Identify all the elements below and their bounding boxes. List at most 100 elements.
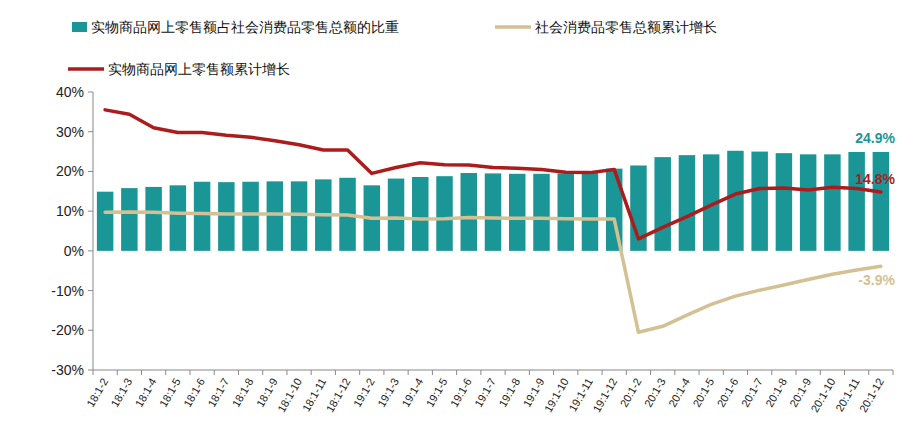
y-tick bbox=[88, 330, 93, 331]
legend-swatch bbox=[68, 67, 104, 71]
x-tick-divider bbox=[214, 370, 215, 375]
x-tick-label: 18:1-3 bbox=[108, 376, 134, 409]
y-tick-label: -30% bbox=[51, 362, 84, 378]
x-tick-divider bbox=[165, 370, 166, 375]
legend-label: 实物商品网上零售额累计增长 bbox=[108, 61, 290, 77]
x-tick-label: 20:1-5 bbox=[690, 376, 716, 409]
x-tick-label: 20:1-6 bbox=[714, 376, 740, 409]
legend-item: 实物商品网上零售额累计增长 bbox=[68, 61, 290, 77]
x-tick-divider bbox=[820, 370, 821, 375]
x-tick-divider bbox=[844, 370, 845, 375]
bar bbox=[533, 174, 549, 251]
y-tick-label: 20% bbox=[56, 163, 84, 179]
y-tick-label: 40% bbox=[56, 84, 84, 100]
bar bbox=[267, 181, 283, 251]
bar bbox=[170, 185, 186, 251]
x-tick-label: 19:1-12 bbox=[590, 376, 619, 414]
x-tick-label: 19:1-2 bbox=[351, 376, 377, 409]
x-tick-divider bbox=[189, 370, 190, 375]
legend-swatch bbox=[72, 22, 87, 32]
y-tick-label: 30% bbox=[56, 124, 84, 140]
bar bbox=[242, 182, 258, 251]
legend-label: 社会消费品零售总额累计增长 bbox=[535, 19, 717, 35]
x-tick-label: 19:1-9 bbox=[521, 376, 547, 409]
x-tick-divider bbox=[432, 370, 433, 375]
x-tick-label: 20:1-12 bbox=[857, 376, 886, 414]
x-tick-divider bbox=[796, 370, 797, 375]
bar bbox=[824, 154, 840, 251]
x-tick-divider bbox=[626, 370, 627, 375]
bar bbox=[121, 188, 137, 251]
bar bbox=[654, 157, 670, 251]
chart: -30%-20%-10%0%10%20%30%40%18:1-218:1-318… bbox=[0, 0, 903, 443]
bar bbox=[194, 182, 210, 251]
x-tick-label: 18:1-2 bbox=[84, 376, 110, 409]
x-tick-divider bbox=[602, 370, 603, 375]
x-tick-label: 20:1-9 bbox=[787, 376, 813, 409]
line-series bbox=[105, 212, 881, 332]
x-tick-divider bbox=[311, 370, 312, 375]
x-tick-label: 19:1-7 bbox=[472, 376, 498, 409]
x-tick-label: 20:1-2 bbox=[618, 376, 644, 409]
x-tick-divider bbox=[674, 370, 675, 375]
y-tick-label: 0% bbox=[64, 243, 84, 259]
data-label: -3.9% bbox=[858, 272, 895, 288]
x-tick-divider bbox=[93, 370, 94, 375]
x-tick-divider bbox=[141, 370, 142, 375]
x-tick-divider bbox=[286, 370, 287, 375]
x-tick-label: 18:1-12 bbox=[324, 376, 353, 414]
y-tick-label: 10% bbox=[56, 203, 84, 219]
x-tick-label: 18:1-5 bbox=[157, 376, 183, 409]
bar bbox=[485, 173, 501, 250]
x-tick-divider bbox=[456, 370, 457, 375]
x-tick-label: 19:1-8 bbox=[496, 376, 522, 409]
x-tick-divider bbox=[747, 370, 748, 375]
bar bbox=[218, 182, 234, 251]
x-tick-label: 19:1-4 bbox=[399, 376, 425, 409]
x-tick-label: 18:1-8 bbox=[230, 376, 256, 409]
x-tick-label: 20:1-8 bbox=[763, 376, 789, 409]
x-tick-divider bbox=[117, 370, 118, 375]
x-tick-divider bbox=[359, 370, 360, 375]
x-tick-label: 18:1-7 bbox=[205, 376, 231, 409]
bar bbox=[873, 152, 889, 251]
bar bbox=[412, 177, 428, 251]
bar bbox=[751, 152, 767, 251]
x-tick-label: 20:1-4 bbox=[666, 376, 692, 409]
legend-item: 社会消费品零售总额累计增长 bbox=[495, 19, 717, 35]
legend-label: 实物商品网上零售额占社会消费品零售总额的比重 bbox=[91, 19, 399, 35]
y-axis bbox=[93, 92, 94, 370]
x-tick-label: 19:1-3 bbox=[375, 376, 401, 409]
x-tick-divider bbox=[529, 370, 530, 375]
x-tick-label: 18:1-4 bbox=[133, 376, 159, 409]
y-tick-label: -20% bbox=[51, 322, 84, 338]
legend-swatch bbox=[495, 25, 531, 29]
y-tick bbox=[88, 131, 93, 132]
data-label: 24.9% bbox=[855, 130, 895, 146]
x-tick-divider bbox=[868, 370, 869, 375]
bar bbox=[557, 173, 573, 250]
x-tick-divider bbox=[262, 370, 263, 375]
bar bbox=[848, 152, 864, 251]
bar bbox=[582, 172, 598, 251]
x-axis bbox=[93, 370, 893, 371]
y-tick bbox=[88, 370, 93, 371]
bar bbox=[800, 154, 816, 251]
y-tick bbox=[88, 171, 93, 172]
x-tick-divider bbox=[771, 370, 772, 375]
x-tick-divider bbox=[650, 370, 651, 375]
x-tick-divider bbox=[480, 370, 481, 375]
bar bbox=[509, 174, 525, 251]
x-tick-divider bbox=[723, 370, 724, 375]
plot-marks bbox=[97, 110, 889, 332]
x-tick-divider bbox=[335, 370, 336, 375]
y-tick-label: -10% bbox=[51, 283, 84, 299]
x-tick-label: 19:1-5 bbox=[424, 376, 450, 409]
x-tick-label: 18:1-9 bbox=[254, 376, 280, 409]
x-tick-divider bbox=[553, 370, 554, 375]
bar bbox=[436, 176, 452, 251]
x-tick-divider bbox=[577, 370, 578, 375]
bar bbox=[461, 173, 477, 251]
x-tick-divider bbox=[383, 370, 384, 375]
data-label: 14.8% bbox=[855, 171, 895, 187]
